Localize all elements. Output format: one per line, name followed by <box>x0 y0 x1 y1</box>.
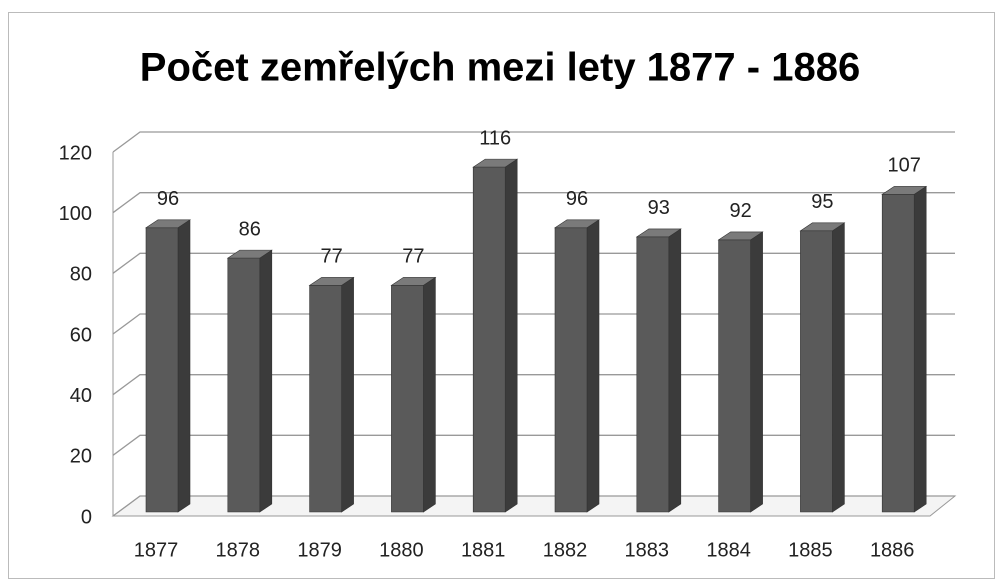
bar-front <box>472 166 506 513</box>
y-tick-label: 80 <box>70 264 92 286</box>
x-tick-label: 1885 <box>788 539 833 561</box>
bar-side <box>586 219 600 513</box>
bar <box>145 219 191 513</box>
data-label: 93 <box>648 197 670 219</box>
y-tick-label: 40 <box>70 385 92 407</box>
grid-line <box>112 252 955 274</box>
bar <box>717 231 764 513</box>
bar-front <box>718 239 751 513</box>
x-tick-label: 1880 <box>379 539 424 561</box>
grid-line <box>112 434 955 456</box>
x-tick-label: 1883 <box>625 539 670 561</box>
bar <box>635 228 682 513</box>
data-label: 116 <box>479 127 511 149</box>
data-label: 107 <box>888 155 921 177</box>
y-tick-label: 100 <box>59 203 92 225</box>
bar <box>472 158 519 513</box>
x-tick-label: 1877 <box>134 539 179 561</box>
bar <box>799 222 846 513</box>
data-label: 96 <box>566 188 588 210</box>
data-label: 95 <box>811 191 833 213</box>
bar-front <box>800 230 833 513</box>
data-label: 86 <box>239 218 261 240</box>
data-label: 77 <box>320 246 342 268</box>
bar-front <box>881 194 915 513</box>
data-label: 96 <box>157 188 179 210</box>
bar-front <box>391 285 424 513</box>
bar-side <box>423 276 436 513</box>
chart-title: Počet zemřelých mezi lety 1877 - 1886 <box>140 46 860 90</box>
x-tick-label: 1878 <box>216 539 261 561</box>
bar-side <box>750 231 763 513</box>
bar-side <box>668 228 682 513</box>
bar-side <box>177 219 191 513</box>
bar-front <box>227 257 261 513</box>
bar-front <box>636 236 670 513</box>
grid-line <box>112 374 955 396</box>
grid-line <box>112 131 955 153</box>
bar-front <box>309 285 342 513</box>
bar-side <box>913 185 927 513</box>
bar-side <box>259 249 273 513</box>
y-tick-label: 120 <box>59 142 92 164</box>
bar-side <box>341 276 354 513</box>
bar <box>226 249 273 513</box>
x-tick-label: 1879 <box>297 539 342 561</box>
bar <box>390 276 437 513</box>
y-tick-label: 0 <box>81 506 92 528</box>
x-tick-label: 1886 <box>870 539 915 561</box>
data-label: 77 <box>402 246 424 268</box>
data-label: 92 <box>729 200 751 222</box>
grid-line <box>112 495 955 517</box>
bar <box>881 185 928 513</box>
bar-front <box>145 227 179 513</box>
bar-front <box>554 227 588 513</box>
x-tick-label: 1884 <box>706 539 751 561</box>
x-tick-label: 1882 <box>543 539 588 561</box>
x-tick-label: 1881 <box>461 539 506 561</box>
bar <box>308 276 355 513</box>
bar <box>554 219 600 513</box>
bar-side <box>832 222 845 513</box>
y-tick-label: 20 <box>70 446 92 468</box>
grid-line <box>112 313 955 335</box>
grid-line <box>112 192 955 214</box>
bar-side <box>504 158 518 513</box>
y-tick-label: 60 <box>70 324 92 346</box>
